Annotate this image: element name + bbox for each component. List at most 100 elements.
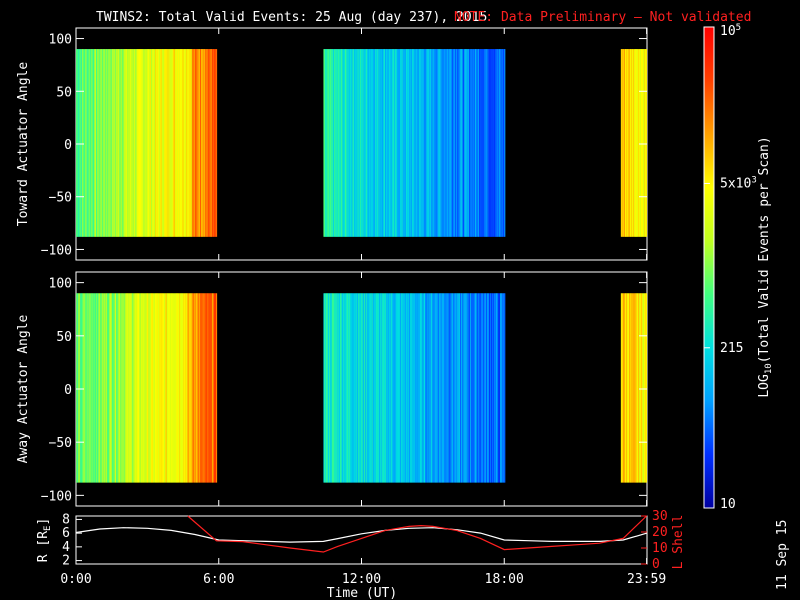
heatmap-column [431, 49, 433, 237]
heatmap-column [391, 49, 393, 237]
heatmap-column [628, 293, 630, 483]
heatmap-column [453, 49, 455, 237]
heatmap-column [644, 293, 646, 483]
y-tick-label: −50 [49, 191, 72, 206]
heatmap-column [107, 293, 109, 483]
away-panel: 100 50 0 −50 −100 Away Actuator Angle [16, 271, 648, 507]
heatmap-column [328, 49, 330, 237]
heatmap-column [641, 293, 643, 483]
heatmap-column [137, 49, 139, 237]
heatmap-column [358, 293, 360, 483]
heatmap-column [376, 293, 378, 483]
heatmap-column [627, 49, 629, 237]
heatmap-column [632, 49, 634, 237]
heatmap-column [636, 293, 638, 483]
heatmap-column [190, 293, 193, 483]
heatmap-column [390, 293, 393, 483]
heatmap-column [439, 293, 441, 483]
time-x-axis: 0:00 6:00 12:00 18:00 23:59 [60, 558, 666, 587]
heatmap-column [371, 49, 373, 237]
heatmap-column [408, 293, 410, 483]
heatmap-column [466, 49, 468, 237]
heatmap-column [95, 293, 98, 483]
heatmap-column [169, 49, 171, 237]
heatmap-column [334, 49, 336, 237]
heatmap-column [141, 49, 144, 237]
heatmap-column [334, 293, 336, 483]
heatmap-column [120, 49, 122, 237]
heatmap-column [504, 49, 506, 237]
heatmap-column [323, 49, 325, 237]
heatmap-column [495, 293, 498, 483]
y-tick-label: −50 [49, 436, 72, 451]
heatmap-column [377, 293, 379, 483]
heatmap-column [411, 293, 413, 483]
away-y-axis: 100 50 0 −50 −100 [41, 272, 648, 506]
colorbar-label: LOG10(Total Valid Events per Scan) [757, 136, 774, 397]
heatmap-column [111, 49, 114, 237]
y-tick-label: −100 [41, 489, 72, 504]
heatmap-column [336, 293, 338, 483]
heatmap-column [623, 49, 625, 237]
heatmap-column [383, 49, 385, 237]
heatmap-column [499, 293, 502, 483]
heatmap-column [450, 293, 452, 483]
heatmap-column [621, 293, 623, 483]
heatmap-column [471, 49, 473, 237]
heatmap-column [339, 293, 341, 483]
heatmap-column [494, 293, 497, 483]
heatmap-column [631, 49, 633, 237]
heatmap-column [462, 293, 464, 483]
heatmap-column [499, 49, 501, 237]
heatmap-column [85, 293, 87, 483]
heatmap-column [643, 49, 645, 237]
heatmap-column [346, 293, 348, 483]
heatmap-column [353, 293, 355, 483]
heatmap-column [90, 293, 93, 483]
time-tick-label: 23:59 [627, 572, 666, 587]
heatmap-column [380, 49, 382, 237]
y-tick-label: 0 [64, 138, 72, 153]
heatmap-column [451, 293, 453, 483]
heatmap-column [491, 293, 493, 483]
heatmap-column [89, 293, 91, 483]
heatmap-column [489, 49, 491, 237]
heatmap-column [83, 293, 85, 483]
heatmap-column [157, 293, 159, 483]
heatmap-column [171, 49, 173, 237]
heatmap-column [354, 49, 356, 237]
heatmap-column [494, 49, 497, 237]
heatmap-column [119, 49, 121, 237]
heatmap-column [85, 293, 88, 483]
heatmap-column [327, 49, 329, 237]
heatmap-column [329, 293, 331, 483]
heatmap-column [622, 293, 624, 483]
heatmap-column [160, 49, 163, 237]
heatmap-column [428, 49, 430, 237]
heatmap-column [396, 293, 398, 483]
heatmap-column [354, 293, 356, 483]
heatmap-column [84, 293, 86, 483]
heatmap-column [100, 293, 102, 483]
heatmap-column [104, 49, 106, 237]
heatmap-column [129, 293, 131, 483]
heatmap-column [426, 49, 428, 237]
heatmap-column [174, 49, 176, 237]
heatmap-column [489, 49, 492, 237]
heatmap-column [165, 293, 168, 483]
heatmap-column [158, 49, 160, 237]
heatmap-column [342, 293, 344, 483]
heatmap-column [160, 293, 162, 483]
orbit-left-tick-label: 6 [62, 526, 70, 541]
heatmap-column [397, 293, 399, 483]
heatmap-column [628, 49, 630, 237]
heatmap-column [341, 49, 343, 237]
time-tick-label: 0:00 [60, 572, 91, 587]
heatmap-column [449, 293, 451, 483]
heatmap-column [166, 293, 168, 483]
heatmap-column [85, 49, 87, 237]
heatmap-column [469, 49, 472, 237]
heatmap-column [367, 49, 369, 237]
heatmap-column [380, 293, 382, 483]
